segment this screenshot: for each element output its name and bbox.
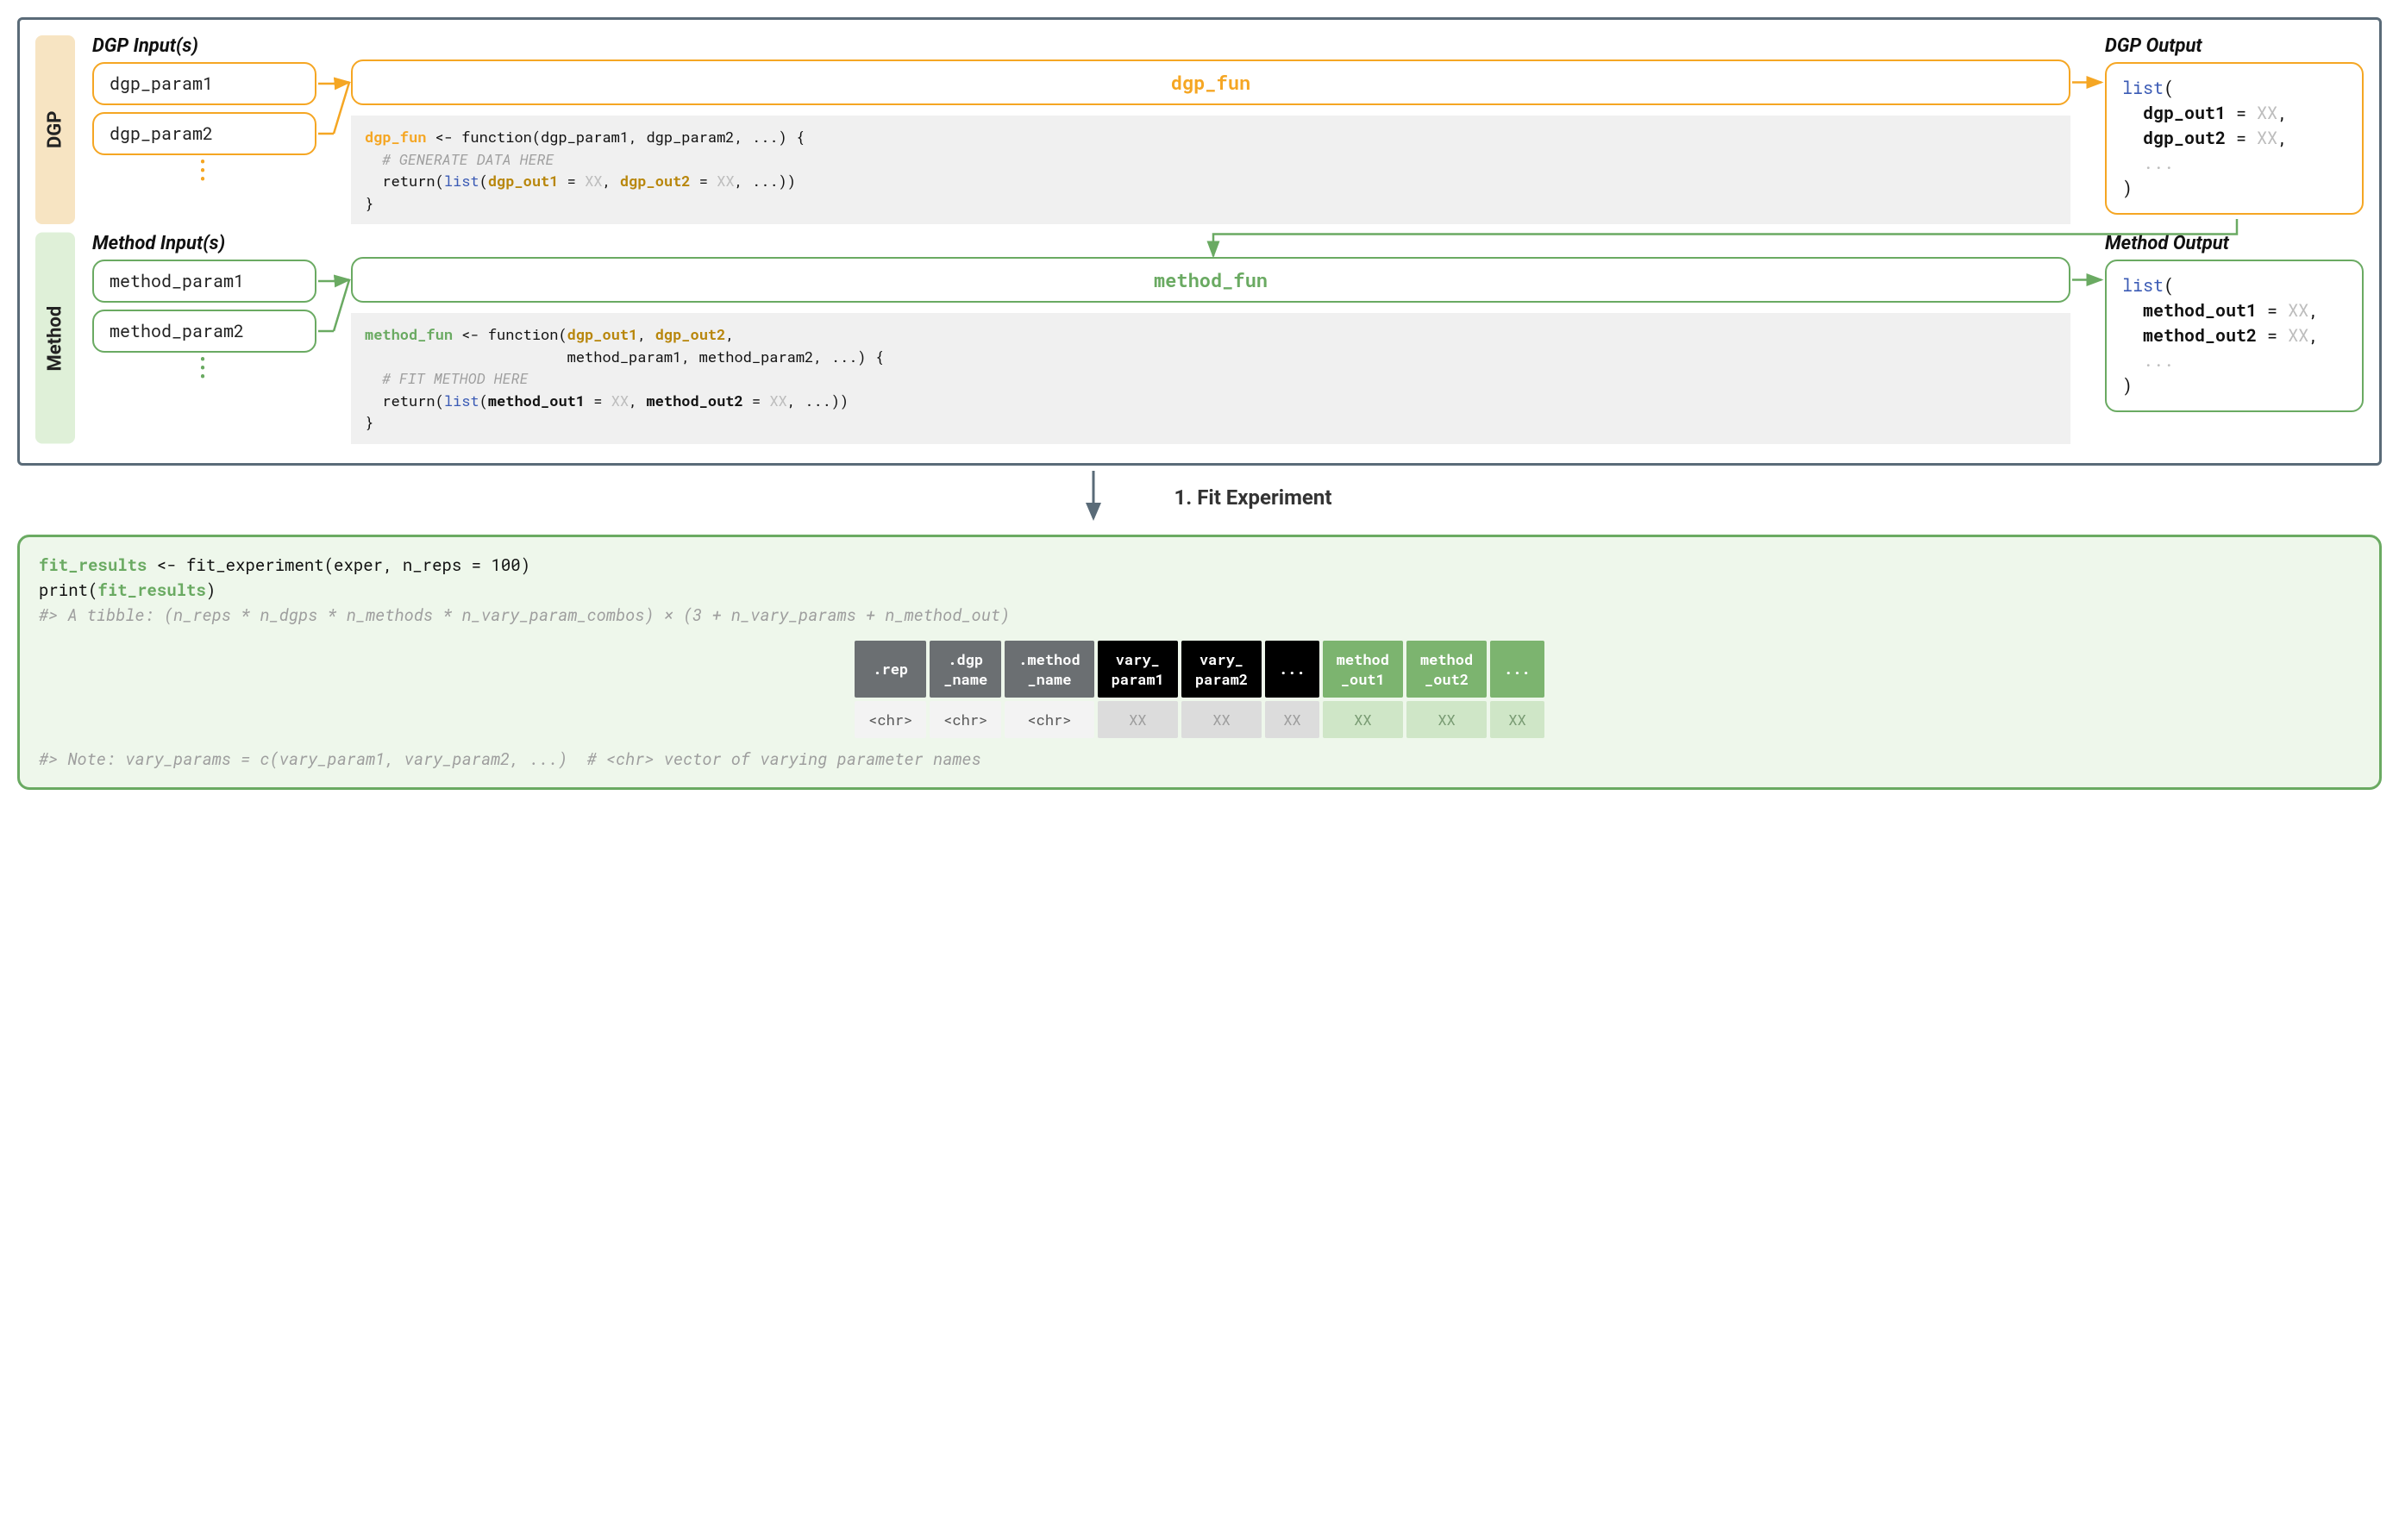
dgp-tab: DGP: [35, 35, 75, 224]
dgp-param1-pill: dgp_param1: [92, 62, 316, 105]
method-fun-col: method_fun method_fun <- function(dgp_ou…: [351, 233, 2070, 444]
tibble-cell: XX: [1098, 701, 1178, 738]
tibble-header: .method_name: [1005, 641, 1093, 698]
tibble-cell: XX: [1406, 701, 1487, 738]
dgp-fun-box: dgp_fun: [351, 59, 2070, 105]
method-inputs-title: Method Input(s): [92, 233, 316, 254]
tibble-header: ...: [1265, 641, 1319, 698]
fit-connector-label: 1. Fit Experiment: [1174, 485, 1332, 510]
fit-code: fit_results <- fit_experiment(exper, n_r…: [39, 553, 2360, 629]
tibble-cell: <chr>: [855, 701, 926, 738]
fit-results-box: fit_results <- fit_experiment(exper, n_r…: [17, 535, 2382, 791]
dgp-inputs-col: DGP Input(s) dgp_param1 dgp_param2 •••: [92, 35, 316, 185]
tibble-header: ...: [1490, 641, 1544, 698]
dgp-output-box: list( dgp_out1 = XX, dgp_out2 = XX, ... …: [2105, 62, 2364, 215]
method-code-block: method_fun <- function(dgp_out1, dgp_out…: [351, 313, 2070, 444]
tibble-header: method_out2: [1406, 641, 1487, 698]
method-param2-pill: method_param2: [92, 310, 316, 353]
method-output-col: Method Output list( method_out1 = XX, me…: [2105, 233, 2364, 412]
dgp-output-col: DGP Output list( dgp_out1 = XX, dgp_out2…: [2105, 35, 2364, 215]
method-inputs-col: Method Input(s) method_param1 method_par…: [92, 233, 316, 382]
dgp-grid: DGP Input(s) dgp_param1 dgp_param2 ••• d…: [92, 35, 2364, 224]
method-output-box: list( method_out1 = XX, method_out2 = XX…: [2105, 260, 2364, 412]
tibble-header: .rep: [855, 641, 926, 698]
dgp-fun-col: dgp_fun dgp_fun <- function(dgp_param1, …: [351, 35, 2070, 224]
method-param1-pill: method_param1: [92, 260, 316, 303]
tibble-cell: XX: [1323, 701, 1403, 738]
dgp-inputs-title: DGP Input(s): [92, 35, 316, 57]
tibble-header: .dgp_name: [930, 641, 1001, 698]
dgp-code-block: dgp_fun <- function(dgp_param1, dgp_para…: [351, 116, 2070, 224]
tibble-cell: XX: [1490, 701, 1544, 738]
dgp-param2-pill: dgp_param2: [92, 112, 316, 155]
method-fun-box: method_fun: [351, 257, 2070, 303]
dgp-row: DGP DGP Input(s) dgp_param1 dgp_param2 •…: [35, 35, 2364, 224]
method-grid: Method Input(s) method_param1 method_par…: [92, 233, 2364, 444]
tibble-header: method_out1: [1323, 641, 1403, 698]
pipeline-frame: DGP DGP Input(s) dgp_param1 dgp_param2 •…: [17, 17, 2382, 466]
tibble-cell: XX: [1265, 701, 1319, 738]
method-row: Method Method Input(s) method_param1 met…: [35, 233, 2364, 444]
down-arrow-icon: [1068, 471, 1119, 531]
method-params-ellipsis: •••: [92, 356, 316, 382]
tibble-cell: XX: [1181, 701, 1262, 738]
tibble-cell: <chr>: [1005, 701, 1093, 738]
tibble-header: vary_param1: [1098, 641, 1178, 698]
fit-connector: 1. Fit Experiment: [17, 471, 2382, 531]
dgp-output-title: DGP Output: [2105, 35, 2364, 57]
dgp-params-ellipsis: •••: [92, 159, 316, 185]
fit-tibble-table: .rep.dgp_name.method_namevary_param1vary…: [851, 637, 1548, 742]
fit-note: #> Note: vary_params = c(vary_param1, va…: [39, 747, 2360, 772]
tibble-header: vary_param2: [1181, 641, 1262, 698]
method-tab: Method: [35, 233, 75, 444]
method-output-title: Method Output: [2105, 233, 2364, 254]
tibble-cell: <chr>: [930, 701, 1001, 738]
